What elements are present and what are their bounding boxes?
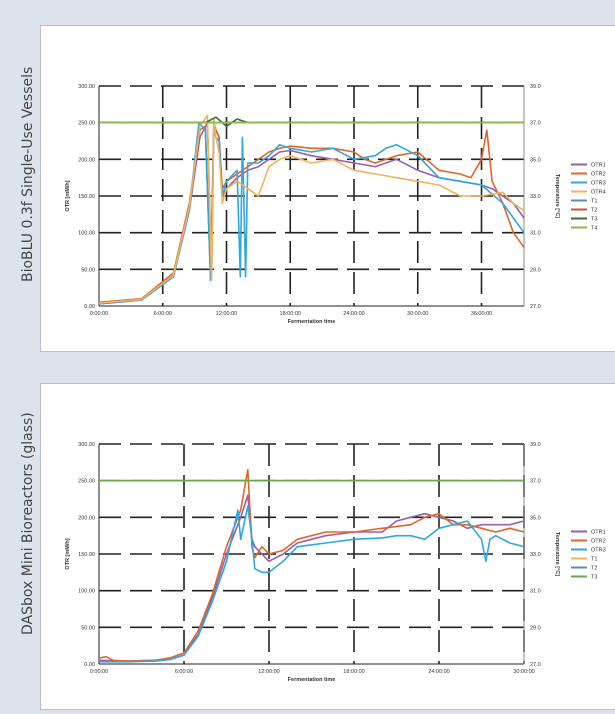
c2-ytick-label: 0.00: [84, 662, 95, 668]
c1-y2-axis-label: Temperature [°C]: [554, 174, 560, 218]
c1-ytick-label: 300.00: [78, 84, 95, 90]
c2-xtick-label: 18:00:00: [343, 669, 364, 675]
c2-ytick-label: 100.00: [78, 589, 95, 595]
c2-legend: OTR1 OTR2 OTR3 T1 T2 T3: [571, 530, 606, 581]
c1-y2tick-label: 39.0: [530, 84, 541, 90]
c1-ytick-label: 200.00: [78, 157, 95, 163]
c2-y2tick-label: 31.0: [530, 589, 541, 595]
c2-xtick-label: 30:00:00: [513, 669, 534, 675]
c1-y2tick-label: 27.0: [530, 304, 541, 310]
c1-legend-label: OTR1: [591, 163, 606, 169]
c1-xtick-label: 30:00:00: [407, 311, 428, 317]
c2-series-otr1: [98, 494, 525, 662]
c2-xtick-label: 6:00:00: [175, 669, 193, 675]
c1-legend-label: T3: [591, 217, 597, 223]
c2-series-otr2: [98, 468, 525, 662]
c2-series-otr3: [99, 505, 525, 663]
panel1-side-label: BioBLU 0.3f Single-Use Vessels: [20, 66, 36, 282]
c1-legend-label: T1: [591, 199, 597, 205]
c1-y2tick-label: 29.0: [530, 267, 541, 273]
c1-ytick-label: 150.00: [78, 194, 95, 200]
c1-series-otr3: [98, 121, 525, 305]
c2-legend-label: OTR1: [591, 530, 606, 536]
c1-series-otr4: [98, 114, 525, 304]
c1-y2tick-label: 37.0: [530, 121, 541, 127]
c2-legend-label: T2: [591, 566, 597, 572]
c1-xtick-label: 18:00:00: [280, 311, 301, 317]
c1-legend-label: T4: [591, 226, 597, 232]
c1-y2tick-label: 35.0: [530, 157, 541, 163]
c1-xtick-label: 12:00:00: [216, 311, 237, 317]
c1-xtick-label: 24:00:00: [343, 311, 364, 317]
panel2-side-label: DASbox Mini Bioreactors (glass): [20, 412, 36, 635]
c1-y2tick-label: 33.0: [530, 194, 541, 200]
c2-xtick-label: 0:00:00: [90, 669, 108, 675]
c1-legend-label: OTR2: [591, 172, 606, 178]
c2-ytick-label: 250.00: [78, 479, 95, 485]
c2-ytick-label: 150.00: [78, 552, 95, 558]
c2-grid: [98, 443, 525, 665]
c2-ytick-label: 200.00: [78, 515, 95, 521]
c1-ytick-label: 0.00: [84, 304, 95, 310]
c1-ytick-label: 250.00: [78, 121, 95, 127]
c2-y-axis-label: OTR [mM/h]: [65, 538, 71, 569]
c1-x-axis-label: Fermentation time: [288, 319, 336, 325]
c1-ytick-label: 50.00: [81, 267, 95, 273]
panel2-chart: 0.00 50.00 100.00 150.00 200.00 250.00 300.00 2…: [65, 442, 606, 683]
c2-ytick-label: 300.00: [78, 442, 95, 448]
c1-legend-label: T2: [591, 208, 597, 214]
c2-y2tick-label: 33.0: [530, 552, 541, 558]
c2-legend-label: OTR3: [591, 548, 606, 554]
c2-legend-label: T3: [591, 575, 597, 581]
c1-xtick-label: 36:00:00: [471, 311, 492, 317]
c2-ytick-label: 50.00: [81, 625, 95, 631]
c1-legend: OTR1 OTR2 OTR3 OTR4 T1 T2 T3 T4: [571, 163, 606, 232]
panel1-chart-card: 0.00 50.00 100.00 150.00 200.00 250.00 300.00 2…: [40, 25, 615, 352]
c1-ytick-label: 100.00: [78, 231, 95, 237]
c1-legend-label: OTR4: [591, 190, 606, 196]
c2-legend-label: T1: [591, 557, 597, 563]
c2-y2tick-label: 35.0: [530, 515, 541, 521]
c2-y2-axis-label: Temperature [°C]: [554, 532, 560, 576]
c2-y2tick-label: 37.0: [530, 479, 541, 485]
panel1-chart: 0.00 50.00 100.00 150.00 200.00 250.00 300.00 2…: [65, 84, 606, 325]
c1-xtick-label: 0:00:00: [90, 311, 108, 317]
c1-xtick-label: 6:00:00: [154, 311, 172, 317]
c1-y-axis-label: OTR [mM/h]: [65, 180, 71, 211]
c1-y2tick-label: 31.0: [530, 231, 541, 237]
c2-y2tick-label: 39.0: [530, 442, 541, 448]
c2-xtick-label: 12:00:00: [258, 669, 279, 675]
panel2-chart-card: 0.00 50.00 100.00 150.00 200.00 250.00 300.00 2…: [40, 383, 615, 710]
c2-x-axis-label: Fermentation time: [288, 677, 336, 683]
c2-y2tick-label: 29.0: [530, 625, 541, 631]
c2-y2tick-label: 27.0: [530, 662, 541, 668]
c1-legend-label: OTR3: [591, 181, 606, 187]
c2-xtick-label: 24:00:00: [428, 669, 449, 675]
c2-legend-label: OTR2: [591, 539, 606, 545]
